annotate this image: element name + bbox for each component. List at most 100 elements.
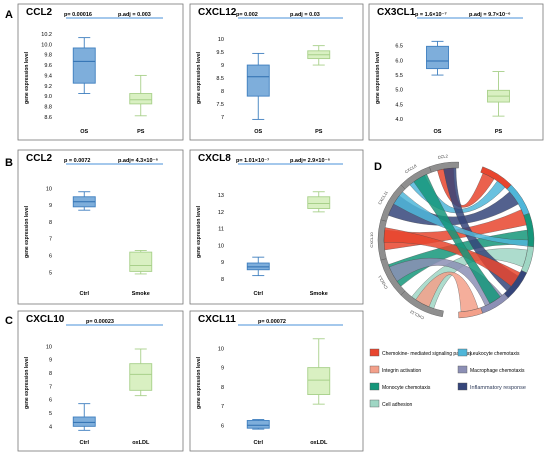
box-plot-panels: CCL2 p= 0.00016 p.adj = 0.003 gene expressi…: [17, 3, 544, 452]
box-smoke: [307, 191, 331, 213]
panel-title: CXCL8: [198, 153, 231, 164]
x-category-label: Smoke: [310, 291, 328, 297]
legend-swatch: [369, 348, 380, 357]
box-plot-3: CX3CL1 p = 1.6×10⁻⁷ p.adj = 9.7×10⁻⁶ gene e…: [368, 3, 544, 141]
gene-sector-cxcl12: [400, 290, 444, 318]
y-tick-label: 5: [49, 270, 52, 276]
y-tick-label: 9: [49, 358, 52, 364]
x-category-label: OS: [80, 129, 88, 135]
y-tick-label: 6: [49, 398, 52, 404]
box-plot-2: CXCL12 p= 0.002 p.adj = 0.03 gene expressio…: [189, 3, 364, 141]
p-value: p= 0.00072: [258, 319, 286, 325]
gene-sector-cxcl10: [377, 219, 387, 261]
x-category-label: Ctrl: [254, 440, 264, 446]
chord-ribbon: [413, 174, 501, 304]
y-tick-label: 9: [221, 260, 224, 266]
y-tick-label: 10: [218, 346, 224, 352]
legend-item: Cell adhesion: [369, 399, 413, 408]
box-plot-7: CXCL11 p= 0.00072 gene expression level 6 7 8…: [189, 310, 364, 452]
y-axis-label: gene expression level: [196, 205, 202, 258]
y-tick-label: 8: [221, 385, 224, 391]
y-axis-label: gene expression level: [24, 205, 30, 258]
box-ctrl: [72, 403, 96, 431]
box-ctrl: [72, 191, 96, 211]
y-axis-label: gene expression level: [24, 356, 30, 409]
y-tick-label: 9.2: [44, 84, 52, 90]
box-ps: [487, 71, 510, 117]
y-tick-label: 8.6: [44, 115, 52, 121]
box-iqr: [307, 367, 331, 395]
legend-item: Integrin activation: [369, 365, 421, 374]
legend-label: Macrophage chemotaxis: [470, 368, 525, 374]
legend-label: Monocyte chemotaxis: [382, 385, 431, 391]
box-ps: [129, 74, 153, 117]
y-tick-label: 8: [221, 89, 224, 95]
box-iqr: [72, 47, 96, 84]
p-value: p= 0.002: [236, 12, 258, 18]
panel-title: CXCL11: [198, 314, 236, 325]
x-category-label: PS: [137, 129, 145, 135]
box-smoke: [129, 250, 153, 275]
gene-sector-ccl2: [429, 161, 459, 173]
x-category-label: Ctrl: [80, 291, 90, 297]
gene-sector-label: CXCL8: [404, 163, 418, 175]
p-adj-value: p.adj = 0.003: [118, 12, 151, 18]
y-axis-label: gene expression level: [196, 356, 202, 409]
y-tick-label: 5.5: [395, 73, 403, 79]
box-plot-1: CCL2 p= 0.00016 p.adj = 0.003 gene expressi…: [17, 3, 184, 141]
y-tick-label: 8: [221, 277, 224, 283]
y-tick-label: 6: [49, 253, 52, 259]
y-tick-label: 9: [221, 366, 224, 372]
panel-frame: [189, 149, 364, 305]
gene-sector-label: CXCL12: [408, 309, 424, 321]
y-tick-label: 10: [46, 344, 52, 350]
y-tick-label: 4.5: [395, 102, 403, 108]
box-iqr: [246, 64, 270, 97]
y-tick-label: 4.0: [395, 117, 403, 123]
gene-sector-label: CCL2: [437, 153, 449, 160]
legend-swatch: [457, 382, 468, 391]
y-tick-label: 8.5: [216, 76, 224, 82]
box-plot-4: CCL2 p = 0.0072 p.adj= 4.3×10⁻⁶ gene expres…: [17, 149, 184, 305]
legend-label: Cell adhesion: [382, 402, 413, 408]
p-value: p = 0.0072: [64, 158, 90, 164]
box-ps: [307, 45, 331, 66]
box-plot-6: CXCL10 p= 0.00023 gene expression level 4 5 6…: [17, 310, 184, 452]
panel-letter-a: A: [5, 9, 13, 21]
x-category-label: Ctrl: [80, 440, 90, 446]
y-tick-label: 8.8: [44, 104, 52, 110]
y-tick-label: 13: [218, 193, 224, 199]
box-iqr: [426, 45, 449, 70]
box-iqr: [246, 420, 270, 429]
legend-label: Leukocyte chemotaxis: [470, 351, 520, 357]
y-tick-label: 11: [218, 227, 224, 233]
box-iqr: [129, 93, 153, 105]
x-category-label: PS: [495, 129, 503, 135]
y-tick-label: 6.5: [395, 44, 403, 50]
x-category-label: PS: [315, 129, 323, 135]
y-tick-label: 9.0: [44, 94, 52, 100]
y-tick-label: 9: [221, 63, 224, 69]
y-axis-label: gene expression level: [196, 51, 202, 104]
legend-item: Monocyte chemotaxis: [369, 382, 431, 391]
legend-item: Chemokine- mediated signaling pathway: [369, 348, 473, 357]
p-value: p= 1.01×10⁻⁷: [236, 158, 270, 164]
x-category-label: oxLDL: [132, 440, 150, 446]
panel-frame: [189, 310, 364, 452]
panel-letter-c: C: [5, 315, 13, 327]
y-tick-label: 10: [218, 243, 224, 249]
legend-swatch: [369, 382, 380, 391]
p-adj-value: p.adj = 9.7×10⁻⁶: [469, 12, 511, 18]
panel-frame: [17, 149, 184, 305]
panel-frame: [17, 310, 184, 452]
legend-item: Inflammatory response: [457, 382, 526, 391]
p-adj-value: p.adj= 4.3×10⁻⁶: [118, 158, 158, 164]
p-value: p= 0.00016: [64, 12, 92, 18]
y-tick-label: 7: [221, 115, 224, 121]
panel-frame: [17, 3, 184, 141]
panel-title: CXCL12: [198, 7, 237, 18]
y-tick-label: 6.0: [395, 58, 403, 64]
y-axis-label: gene expression level: [24, 51, 30, 104]
